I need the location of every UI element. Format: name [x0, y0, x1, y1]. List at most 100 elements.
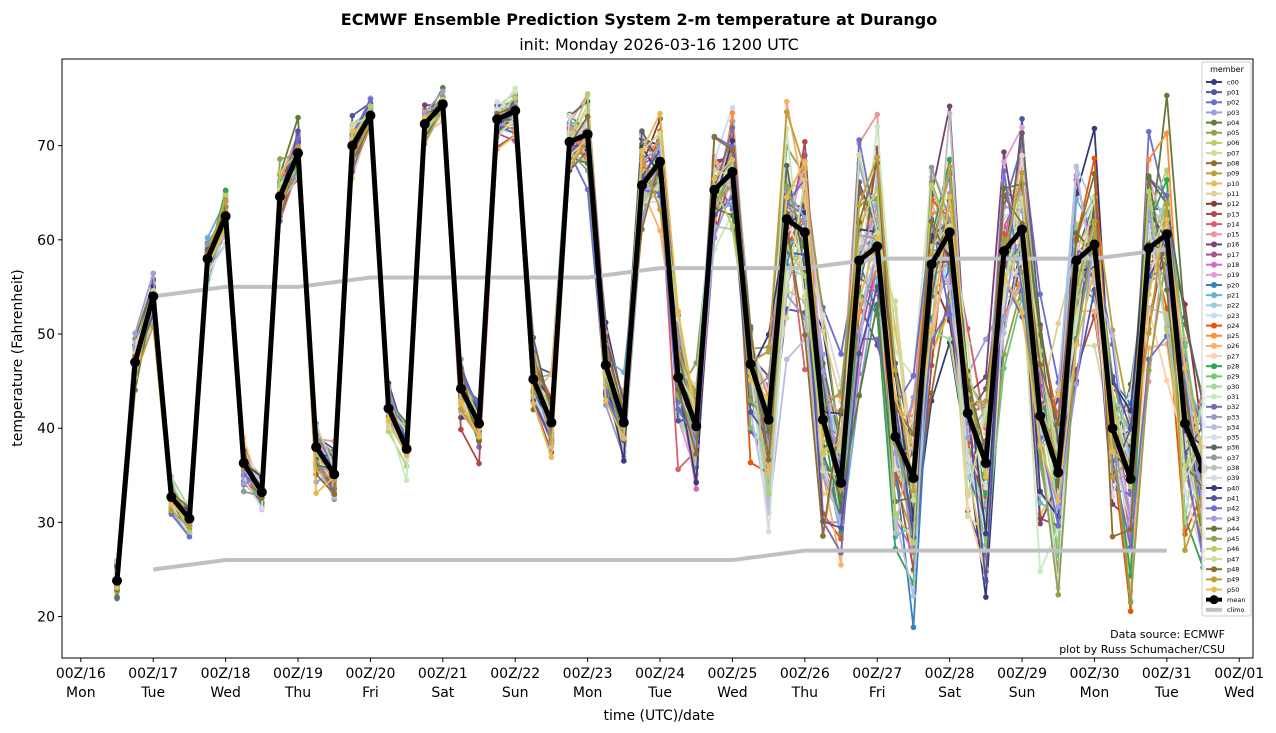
legend-label: p46 — [1227, 545, 1239, 553]
legend-item-p08: p08 — [1206, 160, 1239, 168]
x-tick-label: 00Z/16 — [56, 666, 106, 682]
mean-point — [908, 473, 919, 484]
mean-point — [1089, 239, 1100, 250]
mean-point — [727, 167, 738, 178]
legend-item-p21: p21 — [1206, 291, 1239, 299]
legend-label: p02 — [1227, 99, 1239, 107]
legend-swatch-marker — [1211, 373, 1217, 380]
member-point — [983, 594, 989, 600]
member-point — [874, 301, 881, 308]
legend-item-p06: p06 — [1206, 139, 1239, 147]
legend-label: p41 — [1227, 494, 1239, 502]
mean-point — [220, 211, 231, 222]
x-tick-label: 00Z/20 — [345, 666, 395, 682]
member-point — [856, 137, 862, 143]
legend-swatch-marker — [1211, 180, 1217, 187]
member-point — [1127, 608, 1134, 615]
member-point — [874, 229, 881, 236]
legend-item-p47: p47 — [1206, 555, 1239, 563]
legend-label: p48 — [1227, 566, 1239, 574]
member-point — [1019, 124, 1025, 131]
legend-label: p27 — [1227, 352, 1239, 360]
mean-point — [980, 458, 991, 469]
legend-swatch-marker — [1211, 515, 1217, 522]
member-point — [783, 183, 790, 189]
mean-point — [582, 129, 593, 140]
member-point — [928, 390, 935, 396]
member-point — [295, 114, 301, 121]
legend-label: p14 — [1227, 220, 1239, 228]
legend-item-p37: p37 — [1206, 454, 1239, 462]
legend-label: p06 — [1227, 139, 1239, 147]
member-point — [946, 311, 953, 318]
climo-lines — [152, 247, 1168, 572]
member-point — [1001, 237, 1007, 243]
legend-swatch-marker — [1211, 495, 1217, 502]
mean-point — [1107, 423, 1118, 434]
member-point — [1145, 367, 1152, 374]
legend-swatch-marker — [1211, 474, 1217, 481]
x-tick-day-label: Fri — [362, 685, 379, 701]
mean-point — [926, 259, 937, 270]
member-point — [476, 433, 482, 440]
member-point — [1127, 526, 1134, 533]
member-point — [1055, 498, 1062, 504]
member-point — [530, 400, 537, 407]
legend-item-p33: p33 — [1206, 413, 1239, 421]
mean-point — [455, 383, 466, 394]
mean-point — [1035, 410, 1046, 421]
member-point — [1091, 342, 1098, 349]
y-axis-ticks: 20 30 40 50 60 70 — [37, 139, 62, 626]
member-point — [983, 407, 989, 414]
member-point — [802, 298, 808, 305]
legend-label: p32 — [1227, 403, 1239, 411]
member-point — [1001, 159, 1007, 165]
legend-item-p39: p39 — [1206, 474, 1239, 482]
member-point — [1037, 568, 1043, 574]
member-point — [1182, 365, 1188, 372]
member-point — [910, 624, 917, 631]
x-tick-label: 00Z/30 — [1069, 666, 1119, 682]
member-point — [874, 336, 881, 343]
member-point — [892, 450, 899, 456]
member-point — [1091, 218, 1098, 225]
legend-label: p29 — [1227, 373, 1239, 381]
member-point — [1001, 149, 1007, 155]
member-point — [1164, 200, 1170, 206]
legend-swatch-marker — [1211, 586, 1217, 593]
member-point — [838, 351, 844, 357]
legend-item-p02: p02 — [1206, 99, 1239, 107]
member-point — [1127, 599, 1134, 606]
legend-swatch-marker — [1211, 353, 1217, 360]
member-point — [802, 273, 808, 279]
legend-item-p48: p48 — [1206, 566, 1239, 574]
member-point — [421, 102, 428, 108]
legend-label: p31 — [1227, 393, 1239, 401]
member-point — [240, 480, 247, 487]
member-point — [1145, 188, 1152, 195]
mean-point — [274, 191, 285, 202]
x-tick-day-label: Thu — [284, 685, 311, 701]
legend-item-p01: p01 — [1206, 88, 1239, 96]
legend-swatch-marker — [1211, 200, 1217, 207]
member-point — [783, 98, 790, 105]
x-tick-label: 00Z/18 — [201, 666, 251, 682]
member-point — [892, 367, 899, 374]
legend-swatch-marker — [1211, 413, 1217, 420]
member-point — [1091, 125, 1098, 132]
chart-subtitle: init: Monday 2026-03-16 1200 UTC — [519, 35, 799, 54]
mean-point — [817, 414, 828, 425]
legend-label: p45 — [1227, 535, 1239, 543]
member-point — [1164, 92, 1170, 99]
member-point — [675, 308, 681, 314]
legend-item-climo: climo — [1206, 606, 1245, 614]
member-point — [186, 533, 193, 540]
legend-label: p18 — [1227, 261, 1239, 269]
legend-item-p50: p50 — [1206, 586, 1239, 594]
member-point — [1109, 533, 1116, 540]
member-point — [964, 506, 971, 512]
member-point — [349, 112, 356, 119]
member-point — [765, 528, 772, 535]
member-point — [367, 96, 374, 102]
legend-item-c00: c00 — [1206, 78, 1239, 86]
